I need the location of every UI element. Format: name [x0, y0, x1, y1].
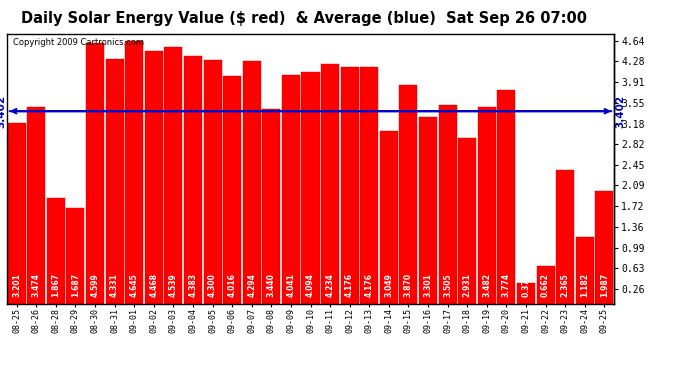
Bar — [556, 170, 574, 304]
Text: 2.365: 2.365 — [561, 273, 570, 297]
Text: 0.372: 0.372 — [522, 273, 531, 297]
Text: 4.041: 4.041 — [286, 273, 295, 297]
Text: 4.331: 4.331 — [110, 273, 119, 297]
Bar — [517, 283, 535, 304]
Bar — [243, 61, 261, 304]
Bar — [145, 51, 163, 304]
Text: 1.867: 1.867 — [51, 273, 60, 297]
Bar — [302, 72, 319, 304]
Bar — [575, 237, 593, 304]
Text: 4.383: 4.383 — [188, 273, 197, 297]
Bar — [419, 117, 437, 304]
Bar — [439, 105, 457, 304]
Text: 4.599: 4.599 — [90, 273, 99, 297]
Bar — [497, 90, 515, 304]
Text: 4.300: 4.300 — [208, 273, 217, 297]
Text: 3.301: 3.301 — [424, 273, 433, 297]
Text: 4.094: 4.094 — [306, 273, 315, 297]
Text: 3.201: 3.201 — [12, 273, 21, 297]
Text: 4.016: 4.016 — [228, 273, 237, 297]
Text: 4.294: 4.294 — [247, 273, 256, 297]
Text: 3.474: 3.474 — [32, 273, 41, 297]
Text: 1.987: 1.987 — [600, 273, 609, 297]
Bar — [223, 76, 241, 304]
Bar — [537, 266, 555, 304]
Text: 3.049: 3.049 — [384, 273, 393, 297]
Text: 4.468: 4.468 — [149, 273, 158, 297]
Text: 3.774: 3.774 — [502, 273, 511, 297]
Bar — [262, 109, 280, 304]
Text: 3.440: 3.440 — [267, 273, 276, 297]
Text: Copyright 2009 Cartronics.com: Copyright 2009 Cartronics.com — [13, 38, 144, 47]
Text: 3.870: 3.870 — [404, 273, 413, 297]
Bar — [595, 191, 613, 304]
Bar — [28, 107, 46, 304]
Bar — [164, 47, 182, 304]
Text: 4.539: 4.539 — [169, 273, 178, 297]
Bar — [360, 68, 378, 304]
Text: 3.482: 3.482 — [482, 273, 491, 297]
Bar — [458, 138, 476, 304]
Bar — [66, 208, 84, 304]
Text: 4.234: 4.234 — [326, 273, 335, 297]
Bar — [125, 41, 144, 304]
Text: 1.182: 1.182 — [580, 273, 589, 297]
Bar — [321, 64, 339, 304]
Text: Daily Solar Energy Value ($ red)  & Average (blue)  Sat Sep 26 07:00: Daily Solar Energy Value ($ red) & Avera… — [21, 11, 586, 26]
Bar — [380, 131, 398, 304]
Bar — [106, 58, 124, 304]
Bar — [184, 56, 202, 304]
Bar — [341, 68, 359, 304]
Bar — [47, 198, 65, 304]
Text: 4.176: 4.176 — [365, 273, 374, 297]
Bar — [400, 85, 417, 304]
Bar — [204, 60, 221, 304]
Bar — [477, 106, 496, 304]
Bar — [8, 123, 26, 304]
Text: 3.402: 3.402 — [0, 94, 6, 128]
Text: 4.176: 4.176 — [345, 273, 354, 297]
Text: 1.687: 1.687 — [71, 273, 80, 297]
Text: 2.931: 2.931 — [463, 273, 472, 297]
Text: 0.662: 0.662 — [541, 273, 550, 297]
Bar — [282, 75, 300, 304]
Text: 4.645: 4.645 — [130, 273, 139, 297]
Text: 3.505: 3.505 — [443, 273, 452, 297]
Text: 3.402: 3.402 — [615, 94, 625, 128]
Bar — [86, 44, 104, 304]
